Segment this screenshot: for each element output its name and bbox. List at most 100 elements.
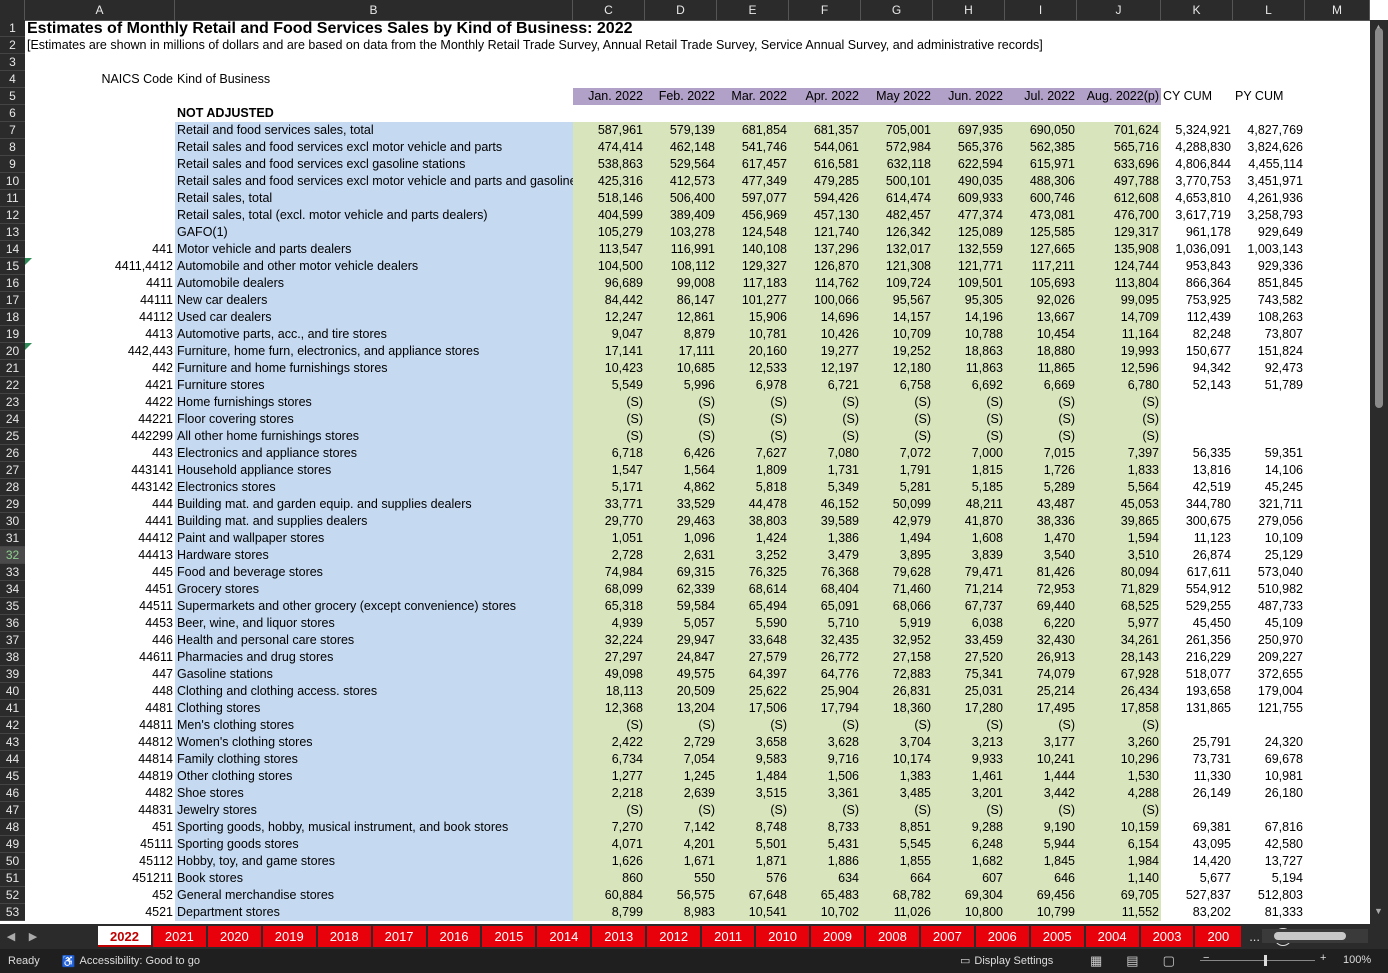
value-cell[interactable]: (S) bbox=[1005, 717, 1077, 734]
value-cell[interactable]: 541,746 bbox=[717, 139, 789, 156]
naics-code-cell[interactable]: 4482 bbox=[145, 786, 173, 800]
value-cell[interactable]: 587,961 bbox=[573, 122, 645, 139]
py-cum-cell[interactable]: 73,807 bbox=[1264, 327, 1303, 341]
cy-cum-cell[interactable]: 11,123 bbox=[1193, 531, 1231, 545]
month-header[interactable]: Apr. 2022 bbox=[789, 88, 861, 105]
naics-code-cell[interactable]: 445 bbox=[152, 565, 173, 579]
value-cell[interactable]: (S) bbox=[1005, 428, 1077, 445]
cy-cum-cell[interactable]: 73,731 bbox=[1192, 752, 1231, 766]
business-name-cell[interactable]: Retail sales and food services excl gaso… bbox=[175, 156, 573, 173]
value-cell[interactable]: (S) bbox=[789, 411, 861, 428]
value-cell[interactable]: 7,072 bbox=[861, 445, 933, 462]
row-header[interactable]: 43 bbox=[0, 734, 25, 751]
sheet-tab-2011[interactable]: 2011 bbox=[702, 926, 755, 947]
row-header[interactable]: 33 bbox=[0, 564, 25, 581]
py-cum-cell[interactable]: 512,803 bbox=[1257, 888, 1303, 902]
value-cell[interactable]: 74,984 bbox=[573, 564, 645, 581]
business-name-cell[interactable]: Men's clothing stores bbox=[175, 717, 573, 734]
naics-code-cell[interactable]: 44819 bbox=[138, 769, 173, 783]
row-header[interactable]: 41 bbox=[0, 700, 25, 717]
cy-cum-cell[interactable]: 193,658 bbox=[1185, 684, 1231, 698]
value-cell[interactable]: 92,026 bbox=[1005, 292, 1077, 309]
value-cell[interactable]: 67,928 bbox=[1077, 666, 1161, 683]
value-cell[interactable]: 615,971 bbox=[1005, 156, 1077, 173]
value-cell[interactable]: 6,038 bbox=[933, 615, 1005, 632]
value-cell[interactable]: 506,400 bbox=[645, 190, 717, 207]
value-cell[interactable]: 125,089 bbox=[933, 224, 1005, 241]
business-name-cell[interactable]: Electronics stores bbox=[175, 479, 573, 496]
value-cell[interactable]: 5,996 bbox=[645, 377, 717, 394]
sheet-tab-2005[interactable]: 2005 bbox=[1030, 926, 1084, 947]
value-cell[interactable]: 3,252 bbox=[717, 547, 789, 564]
value-cell[interactable]: 9,047 bbox=[573, 326, 645, 343]
row-header[interactable]: 35 bbox=[0, 598, 25, 615]
value-cell[interactable]: 17,506 bbox=[717, 700, 789, 717]
value-cell[interactable]: 2,728 bbox=[573, 547, 645, 564]
value-cell[interactable]: 20,160 bbox=[717, 343, 789, 360]
sheet-tab-2015[interactable]: 2015 bbox=[482, 926, 536, 947]
cell[interactable] bbox=[175, 88, 573, 105]
value-cell[interactable]: 49,098 bbox=[573, 666, 645, 683]
value-cell[interactable]: 9,933 bbox=[933, 751, 1005, 768]
cy-cum-cell[interactable]: 45,450 bbox=[1192, 616, 1231, 630]
cy-cum-cell[interactable]: 300,675 bbox=[1185, 514, 1231, 528]
value-cell[interactable]: 633,696 bbox=[1077, 156, 1161, 173]
naics-code-cell[interactable]: 444 bbox=[152, 497, 173, 511]
value-cell[interactable]: 25,214 bbox=[1005, 683, 1077, 700]
value-cell[interactable]: (S) bbox=[861, 394, 933, 411]
row-header[interactable]: 50 bbox=[0, 853, 25, 870]
sheet-tab-2022[interactable]: 2022 bbox=[98, 926, 151, 947]
value-cell[interactable]: 1,564 bbox=[645, 462, 717, 479]
value-cell[interactable]: (S) bbox=[1077, 428, 1161, 445]
value-cell[interactable]: 482,457 bbox=[861, 207, 933, 224]
value-cell[interactable]: 104,500 bbox=[573, 258, 645, 275]
value-cell[interactable]: 114,762 bbox=[789, 275, 861, 292]
value-cell[interactable]: 113,547 bbox=[573, 241, 645, 258]
value-cell[interactable]: (S) bbox=[717, 717, 789, 734]
value-cell[interactable]: 7,397 bbox=[1077, 445, 1161, 462]
value-cell[interactable]: 39,589 bbox=[789, 513, 861, 530]
cy-cum-cell[interactable]: 3,770,753 bbox=[1175, 174, 1231, 188]
value-cell[interactable]: (S) bbox=[573, 428, 645, 445]
value-cell[interactable]: 14,157 bbox=[861, 309, 933, 326]
business-name-cell[interactable]: Sporting goods stores bbox=[175, 836, 573, 853]
value-cell[interactable]: 404,599 bbox=[573, 207, 645, 224]
cy-cum-cell[interactable]: 131,865 bbox=[1185, 701, 1231, 715]
value-cell[interactable]: 10,800 bbox=[933, 904, 1005, 921]
cell[interactable] bbox=[717, 54, 789, 71]
naics-code-cell[interactable]: 442299 bbox=[131, 429, 173, 443]
sheet-tab-2021[interactable]: 2021 bbox=[152, 926, 206, 947]
py-cum-cell[interactable]: 3,258,793 bbox=[1247, 208, 1303, 222]
py-cum-cell[interactable] bbox=[1233, 428, 1305, 445]
business-name-cell[interactable]: Furniture and home furnishings stores bbox=[175, 360, 573, 377]
value-cell[interactable]: 6,978 bbox=[717, 377, 789, 394]
value-cell[interactable]: 101,277 bbox=[717, 292, 789, 309]
naics-code-cell[interactable]: 44811 bbox=[139, 718, 173, 732]
value-cell[interactable]: 1,726 bbox=[1005, 462, 1077, 479]
business-name-cell[interactable]: GAFO(1) bbox=[175, 224, 573, 241]
py-cum-cell[interactable]: 151,824 bbox=[1257, 344, 1303, 358]
value-cell[interactable]: 125,585 bbox=[1005, 224, 1077, 241]
business-name-cell[interactable]: Paint and wallpaper stores bbox=[175, 530, 573, 547]
row-header[interactable]: 21 bbox=[0, 360, 25, 377]
sheet-tab-2016[interactable]: 2016 bbox=[427, 926, 481, 947]
value-cell[interactable]: 79,471 bbox=[933, 564, 1005, 581]
naics-code-cell[interactable]: 4422 bbox=[145, 395, 173, 409]
value-cell[interactable]: 10,296 bbox=[1077, 751, 1161, 768]
value-cell[interactable]: 565,716 bbox=[1077, 139, 1161, 156]
cy-cum-cell[interactable]: 953,843 bbox=[1185, 259, 1231, 273]
cy-cum-cell[interactable]: 529,255 bbox=[1185, 599, 1231, 613]
cy-cum-cell[interactable]: 69,381 bbox=[1192, 820, 1231, 834]
value-cell[interactable]: 473,081 bbox=[1005, 207, 1077, 224]
value-cell[interactable]: 11,863 bbox=[933, 360, 1005, 377]
naics-code-cell[interactable]: 4451 bbox=[145, 582, 173, 596]
business-name-cell[interactable]: Retail sales and food services excl moto… bbox=[175, 173, 573, 190]
value-cell[interactable]: 44,478 bbox=[717, 496, 789, 513]
row-header[interactable]: 18 bbox=[0, 309, 25, 326]
naics-code-cell[interactable]: 4481 bbox=[145, 701, 173, 715]
value-cell[interactable]: 594,426 bbox=[789, 190, 861, 207]
cy-cum-cell[interactable]: 617,611 bbox=[1186, 565, 1231, 579]
cy-cum-cell[interactable]: 26,874 bbox=[1192, 548, 1231, 562]
value-cell[interactable]: 10,781 bbox=[717, 326, 789, 343]
value-cell[interactable]: 56,575 bbox=[645, 887, 717, 904]
